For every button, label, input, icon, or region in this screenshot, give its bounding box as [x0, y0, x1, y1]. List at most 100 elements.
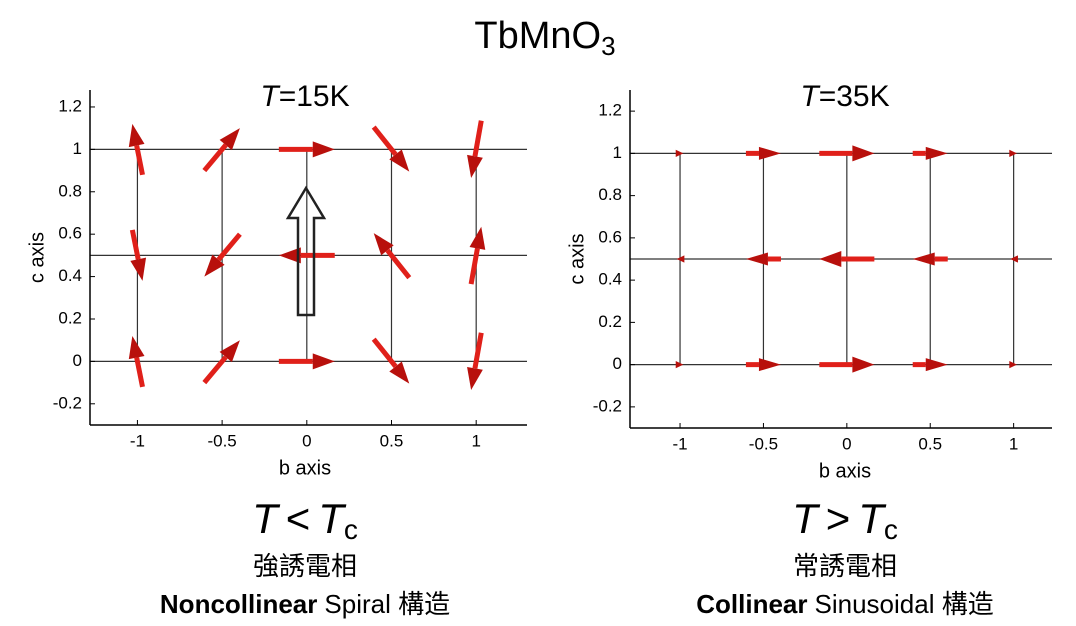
x-tick-label: -0.5 [749, 434, 778, 453]
condition: T < Tc [252, 495, 358, 545]
arrow-head [852, 145, 875, 162]
spin-arrow [129, 229, 147, 281]
spin-arrow [675, 149, 684, 158]
x-tick-label: 0 [842, 434, 851, 453]
spin-arrow [202, 128, 240, 173]
condition-left: T [252, 495, 281, 542]
arrow-head [128, 123, 145, 148]
spin-arrow [819, 356, 875, 373]
y-tick-label: 1 [73, 139, 82, 158]
condition-op: < [286, 495, 311, 542]
x-tick-label: 0.5 [380, 431, 404, 450]
title-sub: 3 [601, 31, 615, 61]
x-tick-label: -0.5 [207, 431, 236, 450]
panel-title: T=35K [800, 80, 889, 113]
arrow-head [758, 358, 781, 372]
x-tick-label: 0 [302, 431, 311, 450]
arrow-head [373, 233, 394, 256]
y-tick-label: 0.8 [598, 185, 622, 204]
condition-op: > [826, 495, 851, 542]
arrow-head [925, 146, 948, 160]
y-tick-label: 0 [613, 354, 622, 373]
arrow-head [758, 146, 781, 160]
spin-arrow [745, 358, 781, 372]
arrow-head [312, 141, 335, 158]
y-tick-label: 0 [73, 351, 82, 370]
spin-arrow [912, 358, 948, 372]
arrow-head [1009, 360, 1017, 369]
arrow-head [389, 361, 410, 384]
arrow-head [1010, 255, 1018, 263]
x-tick-label: 1 [471, 431, 480, 450]
arrow-shaft [202, 143, 228, 173]
panel-title-text: =15K [279, 80, 350, 113]
arrow-head [675, 360, 684, 369]
spin-arrow [371, 125, 410, 172]
arrow-head [745, 252, 768, 266]
arrow-shaft [134, 357, 145, 388]
y-tick-label: 1.2 [598, 101, 622, 120]
arrow-shaft [472, 332, 484, 369]
x-tick-label: -1 [130, 431, 145, 450]
arrow-head [1009, 149, 1017, 158]
condition-sub: c [344, 514, 358, 545]
arrow-head [312, 353, 335, 370]
phase: 常誘電相 [793, 551, 897, 581]
figure-title: TbMnO3 [474, 15, 615, 61]
y-tick-label: 0.8 [58, 181, 82, 200]
y-tick-label: 1 [613, 143, 622, 162]
y-tick-label: 0.6 [598, 227, 622, 246]
y-tick-label: -0.2 [53, 393, 82, 412]
arrow-shaft [202, 355, 228, 385]
spin-arrow [745, 252, 781, 266]
y-tick-label: 0.2 [598, 312, 622, 331]
arrow-shaft [216, 232, 242, 262]
spin-arrow [675, 360, 684, 369]
structure-bold: Collinear [696, 589, 807, 619]
y-axis-label: c axis [26, 232, 48, 283]
x-tick-label: 1 [1009, 434, 1018, 453]
y-tick-label: 1.2 [58, 96, 82, 115]
arrow-shaft [472, 120, 484, 157]
y-tick-label: 0.6 [58, 224, 82, 243]
condition-right: T [318, 495, 347, 542]
x-axis-label: b axis [819, 460, 871, 482]
spin-arrow [373, 233, 412, 280]
arrow-head [219, 128, 240, 151]
arrow-head [852, 356, 875, 373]
arrow-head [278, 247, 301, 264]
spin-arrow [912, 146, 948, 160]
y-tick-label: 0.4 [58, 266, 82, 285]
arrow-head [676, 255, 685, 263]
condition-left: T [792, 495, 821, 542]
structure-bold: Noncollinear [160, 589, 317, 619]
arrow-head [467, 154, 483, 178]
arrow-head [675, 149, 684, 158]
panel-title-var: T [260, 80, 281, 113]
arrow-head [128, 335, 145, 360]
polarization-arrow [285, 185, 327, 317]
arrow-head [469, 226, 486, 250]
y-axis-label: c axis [566, 233, 588, 284]
arrow-shaft [385, 248, 412, 280]
x-tick-label: 0.5 [918, 434, 942, 453]
arrow-head [912, 252, 935, 266]
spin-arrow [819, 251, 875, 267]
spin-arrow [745, 146, 781, 160]
spin-arrow [204, 232, 242, 277]
structure: Noncollinear Spiral 構造 [160, 589, 450, 619]
structure: Collinear Sinusoidal 構造 [696, 589, 993, 619]
panel-title-text: =35K [819, 80, 890, 113]
spin-arrow [371, 337, 410, 384]
spin-arrow [128, 123, 145, 176]
spin-arrow [912, 252, 948, 266]
spin-arrow [278, 353, 335, 370]
y-tick-label: -0.2 [593, 396, 622, 415]
arrow-shaft [129, 229, 141, 260]
arrow-head [819, 251, 842, 267]
title-main: TbMnO [474, 15, 601, 57]
spin-arrow [278, 141, 335, 158]
spin-arrow [467, 332, 484, 391]
arrow-head [389, 149, 410, 172]
